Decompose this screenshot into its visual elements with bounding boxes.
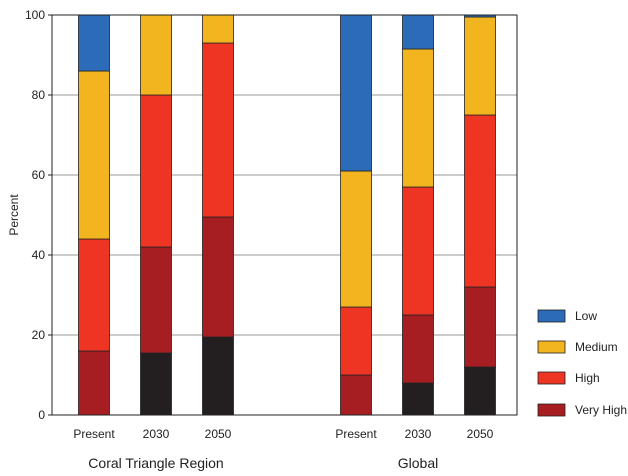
legend-label-low: Low (575, 309, 597, 323)
bar-segment-medium-4 (402, 48, 434, 188)
plot-frame (51, 14, 518, 416)
group-label-0: Coral Triangle Region (88, 455, 223, 471)
bar-segment-very-high-0 (78, 350, 110, 416)
bar-segment-very-high-3 (340, 374, 372, 416)
y-tick-label-0: 0 (38, 408, 45, 422)
legend-swatch-high (537, 371, 566, 385)
bar-segment-high-5 (464, 114, 496, 288)
legend-swatch-medium (537, 340, 566, 354)
y-tick-label-60: 60 (32, 168, 46, 182)
bar-segment-high-1 (140, 94, 172, 248)
legend-label-very-high: Very High (575, 403, 627, 417)
y-tick-label-80: 80 (32, 88, 46, 102)
bar-segment-low-0 (78, 14, 110, 72)
y-axis-ticks: 0 20 40 60 80 100 (25, 8, 52, 422)
legend-swatch-low (537, 309, 566, 323)
x-tick-label-3: Present (335, 427, 377, 441)
legend: Low Medium High Very High (537, 309, 627, 417)
legend-swatch-very-high (537, 403, 566, 417)
gridlines (52, 94, 517, 336)
bar-segment-very-high-1 (140, 246, 172, 354)
bar-segment-high-2 (202, 42, 234, 218)
bar-segment-medium-0 (78, 70, 110, 240)
y-tick-label-100: 100 (25, 8, 45, 22)
bar-segment-darkest-4 (402, 382, 434, 416)
bar-segment-high-0 (78, 238, 110, 352)
x-tick-label-5: 2050 (467, 427, 494, 441)
bar-segment-darkest-5 (464, 366, 496, 416)
y-tick-label-20: 20 (32, 328, 46, 342)
bar-segment-high-4 (402, 186, 434, 316)
x-axis-ticks: Present 2030 2050 Present 2030 2050 (73, 427, 493, 441)
group-label-1: Global (398, 455, 438, 471)
x-tick-label-0: Present (73, 427, 115, 441)
legend-label-high: High (575, 371, 600, 385)
legend-label-medium: Medium (575, 340, 618, 354)
group-labels: Coral Triangle Region Global (88, 455, 438, 471)
bar-segment-very-high-2 (202, 216, 234, 338)
bar-segment-medium-5 (464, 16, 496, 116)
bar-segment-low-3 (340, 14, 372, 172)
x-tick-label-2: 2050 (205, 427, 232, 441)
bar-segment-medium-2 (202, 14, 234, 44)
y-axis-label: Percent (7, 194, 21, 236)
bar-segment-darkest-2 (202, 336, 234, 416)
y-tick-label-40: 40 (32, 248, 46, 262)
bar-segment-high-3 (340, 306, 372, 376)
bar-segments (78, 14, 496, 416)
bar-segment-darkest-1 (140, 352, 172, 416)
bar-segment-low-4 (402, 14, 434, 50)
bar-segment-very-high-4 (402, 314, 434, 384)
x-tick-label-1: 2030 (143, 427, 170, 441)
bar-segment-medium-3 (340, 170, 372, 308)
bar-segment-medium-1 (140, 14, 172, 96)
bar-segment-very-high-5 (464, 286, 496, 368)
x-tick-label-4: 2030 (405, 427, 432, 441)
